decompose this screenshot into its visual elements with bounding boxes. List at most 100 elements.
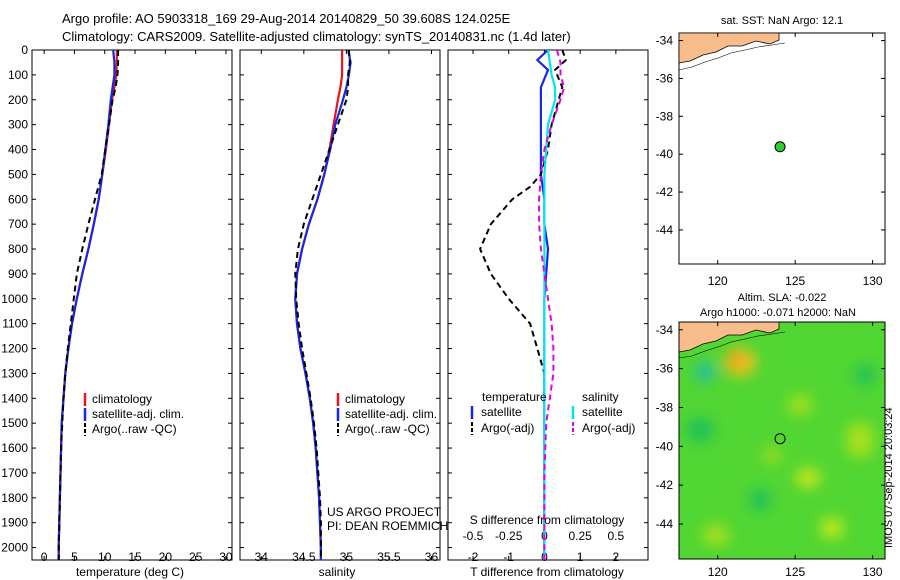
x-tick-label: 15 <box>128 550 142 564</box>
salinity-panel: 34 34.5 35 35.5 36 salinity climatology sate… <box>239 49 448 579</box>
depth-tick-label: 1100 <box>2 317 28 331</box>
sla-blobs <box>686 348 875 545</box>
legend-label-argo: Argo(..raw -QC) <box>345 422 430 436</box>
depth-tick-label: 600 <box>8 192 28 206</box>
x-tick-label: 20 <box>159 550 173 564</box>
shelf-contour <box>679 331 786 359</box>
salinity-legend: climatology satellite-adj. clim. Argo(..… <box>336 392 437 436</box>
sla-map: Altim. SLA: -0.022 Argo h1000: -0.071 h2… <box>656 292 895 579</box>
depth-tick-label: 700 <box>8 217 28 231</box>
lon-tick-label: 120 <box>708 274 728 288</box>
legend-label-temp-satellite: satellite <box>481 405 522 419</box>
top-x-tick-label: 0.25 <box>568 529 592 543</box>
sla-blob <box>796 468 820 488</box>
header-line2: Climatology: CARS2009. Satellite-adjuste… <box>62 29 571 44</box>
x-tick-label: 35.5 <box>377 550 401 564</box>
temperature-plot-frame <box>31 49 233 561</box>
lat-tick-label: -42 <box>656 478 674 492</box>
salinity-depth-ticks <box>240 49 440 549</box>
depth-tick-label: 1300 <box>1 366 28 380</box>
legend-label-climatology: climatology <box>345 392 405 406</box>
x-tick-label: 25 <box>189 550 203 564</box>
salinity-series <box>294 50 352 560</box>
lat-tick-label: -36 <box>656 71 674 85</box>
lat-tick-label: -44 <box>656 517 674 531</box>
difference-depth-ticks <box>448 49 648 549</box>
depth-tick-label: 500 <box>8 167 28 181</box>
sla-blob <box>846 422 874 458</box>
lat-tick-label: -34 <box>656 323 674 337</box>
lat-tick-label: -34 <box>656 34 674 48</box>
depth-tick-label: 1900 <box>1 516 28 530</box>
temperature-axis-label: temperature (deg C) <box>76 565 184 579</box>
s-difference-axis-label: S difference from climatology <box>470 513 625 527</box>
sla-map-ticks: 120 125 130 -34 -36 -38 -40 -42 -44 <box>656 322 885 579</box>
difference-legend: temperature satellite Argo(-adj) salinit… <box>470 390 635 435</box>
sla-blob <box>696 363 714 381</box>
imos-stamp: IMOS 07-Sep-2014 20:03:24 <box>883 407 895 548</box>
lat-tick-label: -38 <box>656 109 674 123</box>
legend-label-argo: Argo(..raw -QC) <box>92 422 177 436</box>
x-tick-label: 34 <box>255 550 269 564</box>
sla-blob <box>702 525 730 545</box>
x-tick-label: 36 <box>425 550 439 564</box>
sla-blob <box>686 418 714 442</box>
sla-blob <box>855 365 875 385</box>
lat-tick-label: -40 <box>656 439 674 453</box>
lat-tick-label: -44 <box>656 223 674 237</box>
depth-tick-label: 1700 <box>1 466 28 480</box>
lon-tick-label: 120 <box>708 565 728 579</box>
lon-tick-label: 130 <box>863 274 883 288</box>
x-tick-label: 35 <box>340 550 354 564</box>
lat-tick-label: -38 <box>656 400 674 414</box>
sst-map-coast <box>679 33 786 71</box>
depth-tick-label: 0 <box>21 43 28 57</box>
sla-map-argo-points <box>774 433 786 445</box>
lon-tick-label: 130 <box>863 565 883 579</box>
series-line-satellite <box>543 50 557 560</box>
sst-map: sat. SST: NaN Argo: 12.1 120 125 130 -34 -36… <box>656 15 886 288</box>
depth-tick-label: 1200 <box>1 342 28 356</box>
x-tick-label: -1 <box>503 550 514 564</box>
depth-tick-label: 1400 <box>1 391 28 405</box>
pi-credit: PI: DEAN ROEMMICH <box>327 519 448 533</box>
salinity-axis-ticks: 34 34.5 35 35.5 36 <box>255 50 439 564</box>
difference-panel: -2 -1 0 1 2-0.5 -0.25 0 0.25 0.5 T difference fr… <box>447 49 649 579</box>
lat-tick-label: -40 <box>656 147 674 161</box>
series-line-argo-adj- <box>479 50 567 560</box>
series-line-argo-raw-qc- <box>57 50 120 560</box>
temperature-legend: climatology satellite-adj. clim. Argo(..… <box>83 392 184 436</box>
salinity-plot-frame <box>239 49 441 561</box>
top-x-tick-label: 0.5 <box>608 529 625 543</box>
sla-map-frame <box>678 321 886 560</box>
x-tick-label: 34.5 <box>292 550 316 564</box>
sla-map-title: Altim. SLA: -0.022 <box>738 292 827 304</box>
x-tick-label: 1 <box>577 550 584 564</box>
depth-tick-label: 100 <box>8 68 28 82</box>
legend-title-salinity: salinity <box>582 390 619 404</box>
legend-label-satellite: satellite-adj. clim. <box>345 407 437 421</box>
sla-map-subtitle: Argo h1000: -0.071 h2000: NaN <box>700 307 856 319</box>
lon-tick-label: 125 <box>785 274 805 288</box>
sla-blob <box>729 354 743 366</box>
argo-location-marker <box>774 433 786 445</box>
sst-map-ticks: 120 125 130 -34 -36 -38 -40 -42 -44 <box>656 33 885 288</box>
depth-tick-label: 300 <box>8 118 28 132</box>
header-line1: Argo profile: AO 5903318_169 29-Aug-2014… <box>62 11 510 26</box>
depth-tick-label: 2000 <box>1 541 28 555</box>
legend-label-temp-argo: Argo(-adj) <box>481 421 534 435</box>
depth-tick-label: 400 <box>8 143 28 157</box>
depth-tick-label: 1000 <box>1 292 28 306</box>
x-tick-label: -2 <box>468 550 479 564</box>
depth-tick-label: 900 <box>8 267 28 281</box>
project-credit: US ARGO PROJECT <box>327 505 442 519</box>
depth-tick-label: 1500 <box>1 416 28 430</box>
legend-title-temperature: temperature <box>482 390 547 404</box>
depth-tick-label: 800 <box>8 242 28 256</box>
x-tick-label: 10 <box>98 550 112 564</box>
x-tick-label: 0 <box>41 550 48 564</box>
lat-tick-label: -42 <box>656 185 674 199</box>
salinity-axis-label: salinity <box>319 565 356 579</box>
land-area <box>679 322 780 353</box>
t-difference-axis-label: T difference from climatology <box>470 565 624 579</box>
